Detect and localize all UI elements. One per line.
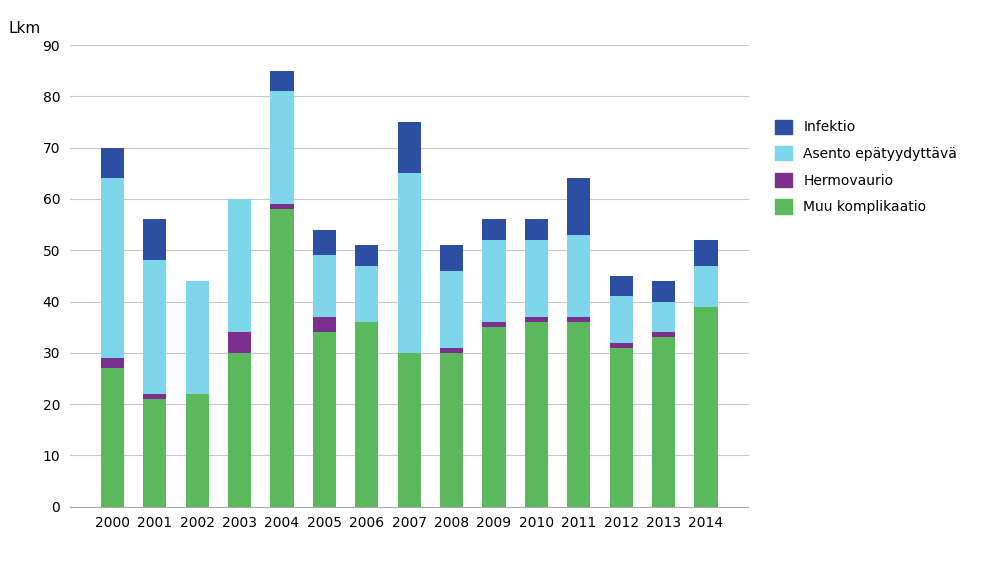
Bar — [270, 91, 293, 204]
Bar — [228, 353, 251, 507]
Text: Lkm: Lkm — [9, 21, 41, 36]
Bar — [440, 353, 463, 507]
Bar — [525, 220, 548, 240]
Bar — [482, 220, 506, 240]
Bar — [355, 266, 378, 322]
Bar — [143, 220, 167, 261]
Bar — [440, 271, 463, 348]
Bar — [525, 317, 548, 322]
Bar — [270, 209, 293, 507]
Bar — [355, 322, 378, 507]
Bar — [143, 261, 167, 394]
Bar — [525, 322, 548, 507]
Bar — [270, 204, 293, 209]
Bar — [312, 332, 336, 507]
Bar — [652, 337, 676, 507]
Bar — [610, 296, 633, 342]
Bar — [312, 230, 336, 256]
Bar — [695, 266, 718, 307]
Bar — [695, 307, 718, 507]
Legend: Infektio, Asento epätyydyttävä, Hermovaurio, Muu komplikaatio: Infektio, Asento epätyydyttävä, Hermovau… — [775, 119, 957, 214]
Bar — [482, 322, 506, 327]
Bar — [652, 281, 676, 302]
Bar — [397, 173, 421, 353]
Bar — [482, 327, 506, 507]
Bar — [525, 240, 548, 317]
Bar — [440, 245, 463, 271]
Bar — [186, 394, 209, 507]
Bar — [610, 276, 633, 296]
Bar — [101, 178, 124, 358]
Bar — [101, 368, 124, 507]
Bar — [228, 332, 251, 353]
Bar — [101, 358, 124, 368]
Bar — [567, 322, 591, 507]
Bar — [440, 348, 463, 353]
Bar — [567, 317, 591, 322]
Bar — [397, 122, 421, 173]
Bar — [143, 394, 167, 399]
Bar — [312, 317, 336, 332]
Bar — [397, 353, 421, 507]
Bar — [610, 342, 633, 348]
Bar — [567, 235, 591, 317]
Bar — [652, 332, 676, 337]
Bar — [228, 199, 251, 332]
Bar — [355, 245, 378, 266]
Bar — [567, 178, 591, 235]
Bar — [695, 240, 718, 266]
Bar — [652, 302, 676, 332]
Bar — [186, 281, 209, 394]
Bar — [610, 348, 633, 507]
Bar — [101, 148, 124, 178]
Bar — [270, 71, 293, 91]
Bar — [143, 399, 167, 507]
Bar — [312, 256, 336, 317]
Bar — [482, 240, 506, 322]
